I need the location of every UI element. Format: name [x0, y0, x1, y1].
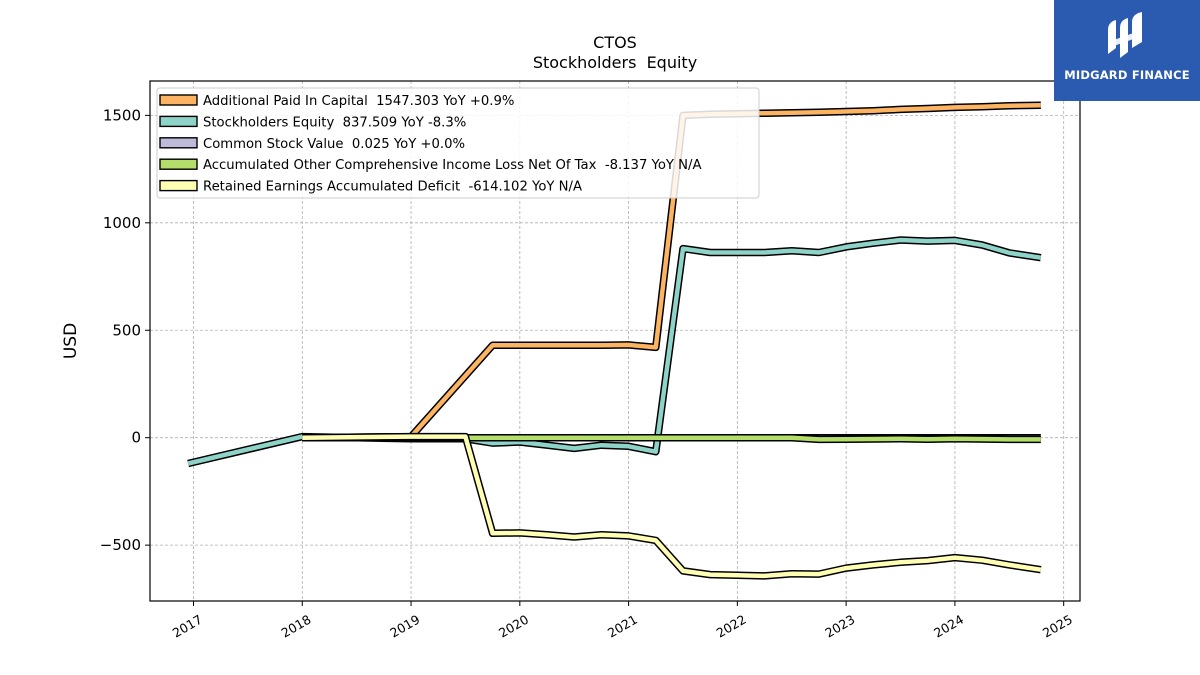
legend-label: Additional Paid In Capital 1547.303 YoY … — [203, 94, 514, 109]
x-tick-label: 2017 — [170, 612, 205, 641]
legend-swatch — [159, 137, 198, 149]
y-tick-label: 0 — [131, 429, 141, 447]
x-tick-label: 2024 — [931, 612, 966, 641]
series-line — [187, 237, 1042, 466]
legend-swatch — [159, 158, 198, 170]
y-tick-label: −500 — [100, 536, 141, 554]
series-line — [465, 435, 1041, 442]
legend-box — [156, 87, 760, 199]
x-tick-label: 2021 — [605, 612, 640, 641]
legend: Additional Paid In Capital 1547.303 YoY … — [156, 87, 760, 199]
series-5 — [302, 432, 1042, 580]
x-tick-label: 2018 — [279, 612, 314, 641]
legend-label: Retained Earnings Accumulated Deficit -6… — [203, 180, 582, 195]
y-tick-label: 1500 — [103, 106, 141, 124]
legend-label: Stockholders Equity 837.509 YoY -8.3% — [203, 115, 466, 130]
series-4 — [465, 433, 1041, 444]
y-tick-label: 500 — [112, 321, 141, 339]
series-line-outline — [187, 236, 1042, 468]
y-tick-label: 1000 — [103, 214, 141, 232]
x-tick-label: 2020 — [496, 612, 531, 641]
chart-subtitle: Stockholders Equity — [533, 53, 697, 72]
series-2 — [187, 236, 1042, 468]
brand-logo: MIDGARD FINANCE — [1054, 0, 1200, 101]
x-tick-label: 2022 — [714, 612, 749, 641]
legend-label: Common Stock Value 0.025 YoY +0.0% — [203, 137, 465, 152]
legend-swatch — [159, 94, 198, 106]
series-line — [302, 434, 1042, 579]
x-tick-label: 2023 — [822, 612, 857, 641]
x-tick-label: 2019 — [387, 612, 422, 641]
x-tick-label: 2025 — [1040, 612, 1075, 641]
legend-swatch — [159, 115, 198, 128]
y-axis-label: USD — [61, 323, 81, 359]
logo-text: MIDGARD FINANCE — [1064, 68, 1190, 82]
legend-swatch — [159, 179, 198, 192]
plot-frame — [149, 80, 1081, 602]
logo-mark-icon — [1108, 12, 1142, 58]
legend-label: Accumulated Other Comprehensive Income L… — [203, 158, 701, 173]
chart-title: CTOS — [593, 33, 637, 52]
